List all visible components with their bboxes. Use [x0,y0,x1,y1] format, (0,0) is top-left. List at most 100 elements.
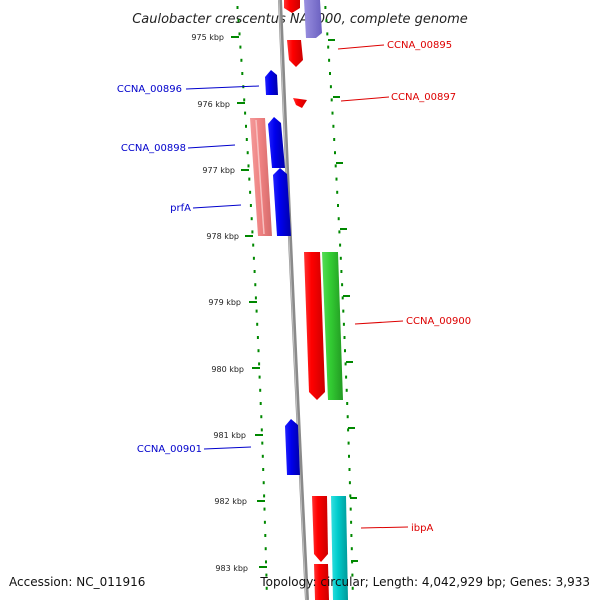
leader-ccna-00898 [187,144,236,149]
gene-pale-red-feature[interactable] [250,118,272,236]
inner-track-dot [262,468,265,471]
leader-ccna-00895 [337,44,385,50]
outer-track-dot [344,349,346,353]
inner-tick-track [236,6,268,590]
inner-track-dot [249,204,252,207]
tick-label-982: 982 kbp [214,497,247,506]
outer-track-dot [336,190,339,194]
gene-ccna-00897-arrow[interactable] [293,98,307,108]
inner-track-dot [252,243,255,247]
kbp-scale: 975 kbp 976 kbp 977 kbp 978 kbp 979 kbp … [191,33,267,573]
gene-ccna-00895-arrow-top[interactable] [284,0,300,13]
outer-track-dot [330,98,333,102]
outer-track-dot [342,309,345,313]
accession-text: Accession: NC_011916 [9,575,145,589]
gene-ibpa-arrow[interactable] [312,496,328,562]
label-ccna-00895[interactable]: CCNA_00895 [387,40,452,51]
inner-track-dot [253,270,256,273]
outer-track-dot [342,322,345,326]
outer-track-dot [344,362,347,366]
inner-track-dot [264,534,267,537]
genome-backbone-highlight [278,0,307,600]
outer-track-dot [351,573,354,577]
label-ccna-00901[interactable]: CCNA_00901 [137,444,202,455]
inner-track-dot [239,45,242,49]
gene-cyan-feature[interactable] [331,496,348,600]
genome-backbone [278,0,309,600]
leader-ccna-00897 [340,96,390,102]
gene-partial-red-bottom[interactable] [314,564,329,600]
outer-track-dot [349,494,352,498]
gene-ccna-00896-arrow[interactable] [265,70,278,95]
inner-track-dot [263,494,266,498]
inner-track-dot [249,190,252,194]
label-prfa[interactable]: prfA [170,203,191,214]
tick-label-976: 976 kbp [197,100,230,109]
inner-track-dot [265,560,267,564]
inner-track-dot [256,336,259,339]
inner-track-dot [258,375,261,379]
label-ibpa[interactable]: ibpA [411,523,433,534]
outer-track-dot [328,58,331,62]
tick-label-978: 978 kbp [206,232,239,241]
outer-track-dot [331,111,334,115]
inner-track-dot [248,177,251,181]
map-title: Caulobacter crescentus NA1000, complete … [132,12,468,27]
tick-label-980: 980 kbp [211,365,244,374]
outer-track-dot [335,177,338,181]
gene-ccna-00900-arrow[interactable] [304,252,325,400]
outer-track-dot [348,454,350,458]
outer-track-dot [329,85,332,89]
outer-track-dot [349,507,352,511]
outer-track-dot [346,415,349,419]
outer-track-dot [341,283,344,287]
gene-ccna-00895-arrow[interactable] [287,40,303,67]
label-ccna-00896[interactable]: CCNA_00896 [117,84,182,95]
inner-track-dot [241,72,244,75]
pale-red-feature-shine [255,119,265,235]
outer-track-dot [346,402,349,405]
outer-track-dot [334,151,336,155]
tick-label-979: 979 kbp [208,298,241,307]
gene-ccna-00901-arrow[interactable] [285,419,300,475]
inner-track-dot [252,256,255,260]
gene-prfa-arrow[interactable] [273,168,291,236]
outer-track-dot [341,296,344,300]
outer-track-dot [351,586,354,590]
outer-track-dot [345,388,348,392]
outer-track-dot [329,72,331,75]
outer-track-dot [350,534,353,537]
leader-ccna-00900 [354,320,404,325]
inner-track-dot [244,111,247,115]
inner-track-dot [258,362,261,366]
gene-partial-purple-arrow[interactable] [304,0,322,38]
outer-track-dot [345,375,348,379]
inner-track-dot [236,6,239,9]
outer-track-dot [340,270,343,273]
label-ccna-00900[interactable]: CCNA_00900 [406,316,471,327]
inner-track-dot [256,322,259,326]
inner-track-dot [265,573,268,577]
inner-track-dot [240,58,243,62]
outer-track-dot [326,32,329,36]
outer-track-dot [347,441,350,445]
outer-track-dot [333,138,336,141]
label-ccna-00897[interactable]: CCNA_00897 [391,92,456,103]
gene-ccna-00898-arrow[interactable] [268,117,285,168]
inner-track-dot [237,19,240,23]
label-ccna-00898[interactable]: CCNA_00898 [121,143,186,154]
outer-track-dot [337,217,340,221]
gene-green-feature-arrow[interactable] [322,252,343,400]
inner-track-dot [261,454,264,458]
label-leaders [185,44,409,529]
outer-track-dot [350,520,353,524]
inner-track-dot [238,32,241,36]
outer-track-dot [334,164,337,168]
outer-track-dot [324,6,327,9]
inner-track-dot [246,151,249,155]
outer-track-dot [327,45,330,49]
inner-track-dot [263,520,266,524]
leader-ibpa [360,526,409,529]
outer-track-dot [332,124,335,128]
